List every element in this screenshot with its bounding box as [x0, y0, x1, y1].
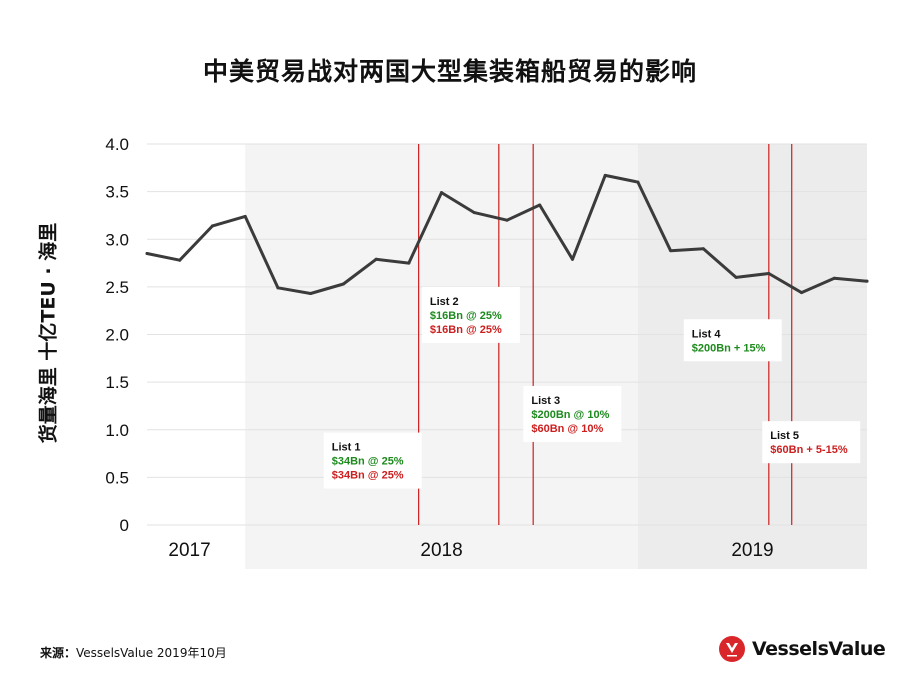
data-point: [767, 272, 771, 276]
year-label-2017: 2017: [168, 540, 210, 561]
y-tick-label: 3.5: [105, 183, 129, 202]
annotation-list-1: List 1 $34Bn @ 25% $34Bn @ 25%: [323, 432, 422, 489]
data-point: [734, 275, 738, 279]
data-point: [243, 214, 247, 218]
data-point: [276, 286, 280, 290]
data-point: [341, 282, 345, 286]
annotation-list-2: List 2 $16Bn @ 25% $16Bn @ 25%: [421, 286, 520, 343]
annotation-list-4: List 4 $200Bn + 15%: [683, 319, 782, 362]
y-tick-label: 1.0: [105, 421, 129, 440]
data-point: [407, 261, 411, 265]
annotation-title: List 5: [770, 430, 799, 442]
annotation-list-5: List 5 $60Bn + 5-15%: [762, 421, 861, 464]
annotation-title: List 1: [332, 442, 361, 454]
year-label-2019: 2019: [731, 540, 773, 561]
annotation-title: List 3: [531, 395, 560, 407]
annotation-title: List 4: [692, 328, 722, 340]
year-label-2018: 2018: [420, 540, 462, 561]
annotation-value: $60Bn @ 10%: [531, 423, 603, 435]
annotation-value: $200Bn + 15%: [692, 342, 766, 354]
annotation-list-3: List 3 $200Bn @ 10% $60Bn @ 10%: [523, 385, 622, 442]
annotation-value: $16Bn @ 25%: [430, 310, 502, 322]
annotation-box: [762, 421, 861, 464]
annotation-box: [323, 432, 422, 489]
data-point: [701, 247, 705, 251]
annotation-title: List 2: [430, 296, 459, 308]
data-point: [603, 173, 607, 177]
annotation-box: [421, 286, 520, 343]
annotation-value: $60Bn + 5-15%: [770, 444, 848, 456]
data-point: [636, 180, 640, 184]
chart-title: 中美贸易战对两国大型集装箱船贸易的影响: [202, 57, 697, 86]
brand-logo-icon: [719, 636, 745, 662]
source-note: 来源：VesselsValue 2019年10月: [40, 644, 227, 661]
y-tick-label: 2.0: [105, 326, 129, 345]
y-tick-label: 0: [120, 516, 129, 535]
data-point: [178, 258, 182, 262]
y-tick-label: 0.5: [105, 468, 129, 487]
y-tick-label: 4.0: [105, 135, 129, 154]
annotation-value: $34Bn @ 25%: [332, 470, 404, 482]
brand-name: VesselsValue: [752, 638, 886, 660]
y-tick-label: 3.0: [105, 230, 129, 249]
data-point: [669, 249, 673, 253]
data-point: [145, 252, 149, 256]
annotation-value: $200Bn @ 10%: [531, 409, 609, 421]
annotation-box: [683, 319, 782, 362]
year-band-2018: [245, 144, 638, 569]
data-point: [440, 191, 444, 195]
data-point: [309, 292, 313, 296]
data-point: [570, 257, 574, 261]
data-point: [865, 279, 869, 283]
data-point: [472, 211, 476, 215]
data-point: [505, 218, 509, 222]
source-label: 来源：: [40, 646, 77, 660]
y-tick-label: 2.5: [105, 278, 129, 297]
annotation-value: $34Bn @ 25%: [332, 456, 404, 468]
source-text: VesselsValue 2019年10月: [76, 646, 227, 660]
annotation-box: [523, 385, 622, 442]
y-axis-label: 货量海里 十亿TEU · 海里: [37, 222, 60, 444]
data-point: [374, 257, 378, 261]
data-point: [800, 291, 804, 295]
y-tick-label: 1.5: [105, 373, 129, 392]
data-point: [210, 224, 214, 228]
data-point: [538, 203, 542, 207]
data-point: [832, 276, 836, 280]
brand-logo: VesselsValue: [718, 634, 886, 664]
annotation-value: $16Bn @ 25%: [430, 324, 502, 336]
